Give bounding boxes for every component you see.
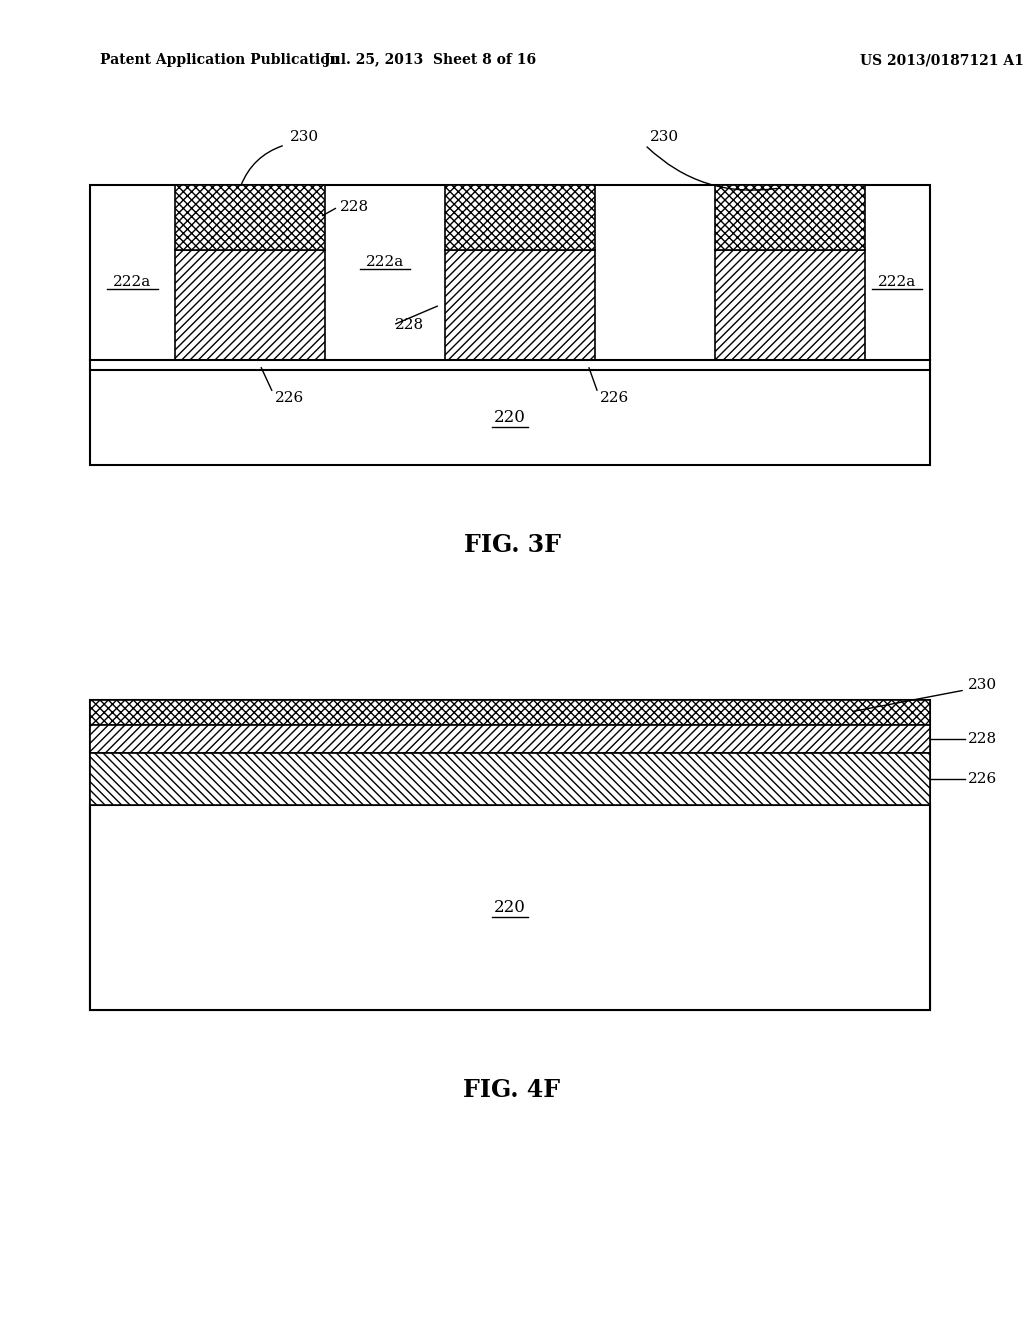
Bar xyxy=(445,185,595,249)
Text: Jul. 25, 2013  Sheet 8 of 16: Jul. 25, 2013 Sheet 8 of 16 xyxy=(324,53,536,67)
Text: 222a: 222a xyxy=(366,255,404,269)
Bar xyxy=(445,249,595,360)
Text: 230: 230 xyxy=(968,678,997,692)
Text: 226: 226 xyxy=(968,772,997,785)
Text: 222a: 222a xyxy=(878,275,916,289)
Bar xyxy=(90,725,930,752)
Text: Patent Application Publication: Patent Application Publication xyxy=(100,53,340,67)
Text: 228: 228 xyxy=(968,733,997,746)
Bar xyxy=(90,752,930,805)
Bar xyxy=(175,185,325,249)
Bar xyxy=(90,185,930,465)
Bar xyxy=(175,249,325,360)
Text: 228: 228 xyxy=(395,318,424,333)
Bar xyxy=(90,700,930,1010)
Text: 230: 230 xyxy=(290,129,319,144)
Text: 222a: 222a xyxy=(113,275,152,289)
Text: 220: 220 xyxy=(494,408,526,425)
Text: 230: 230 xyxy=(650,129,679,144)
Bar xyxy=(715,185,865,249)
Bar xyxy=(715,249,865,360)
Text: 226: 226 xyxy=(600,391,630,405)
Bar xyxy=(90,805,930,1010)
Bar xyxy=(90,700,930,725)
Text: FIG. 3F: FIG. 3F xyxy=(464,533,560,557)
Text: 226: 226 xyxy=(275,391,304,405)
Text: US 2013/0187121 A1: US 2013/0187121 A1 xyxy=(860,53,1024,67)
Text: FIG. 4F: FIG. 4F xyxy=(464,1078,560,1102)
Text: 220: 220 xyxy=(494,899,526,916)
Text: 228: 228 xyxy=(340,201,369,214)
